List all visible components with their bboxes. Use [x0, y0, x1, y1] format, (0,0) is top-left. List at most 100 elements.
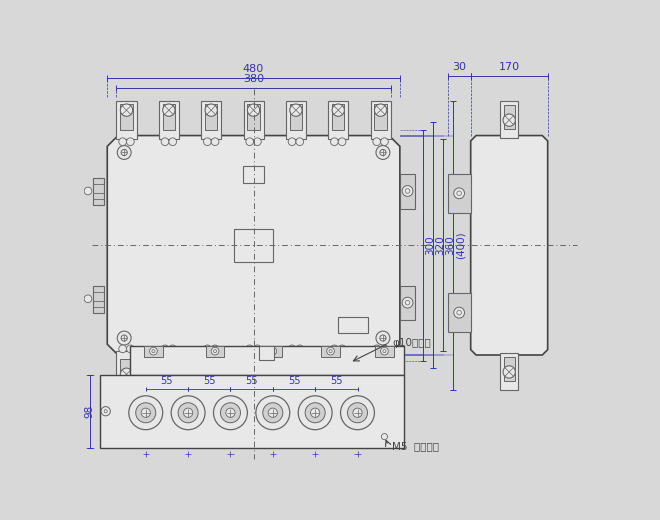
Bar — [120, 104, 133, 130]
Circle shape — [246, 138, 253, 146]
Bar — [259, 346, 275, 360]
Bar — [117, 101, 137, 139]
Bar — [201, 101, 221, 139]
Bar — [400, 174, 415, 209]
Circle shape — [84, 295, 92, 303]
Circle shape — [305, 403, 325, 423]
Circle shape — [169, 345, 176, 353]
Bar — [205, 104, 217, 130]
Circle shape — [127, 345, 134, 353]
Bar — [162, 104, 175, 130]
Circle shape — [332, 104, 345, 116]
Circle shape — [203, 138, 211, 146]
Bar — [131, 346, 404, 375]
Circle shape — [296, 138, 304, 146]
Circle shape — [288, 345, 296, 353]
Circle shape — [331, 345, 338, 353]
Text: 55: 55 — [203, 376, 216, 386]
Text: 55: 55 — [288, 376, 300, 386]
Circle shape — [454, 188, 465, 199]
Circle shape — [332, 368, 345, 381]
Circle shape — [327, 347, 335, 355]
Bar — [374, 104, 387, 130]
Bar — [500, 101, 519, 138]
Circle shape — [117, 331, 131, 345]
Bar — [243, 166, 265, 183]
Circle shape — [205, 104, 217, 116]
Bar — [375, 346, 393, 357]
Bar — [371, 101, 391, 139]
Text: φ10取付穴: φ10取付穴 — [392, 339, 431, 348]
Circle shape — [161, 345, 169, 353]
Bar — [162, 359, 175, 385]
Bar — [286, 101, 306, 139]
Circle shape — [353, 408, 362, 418]
Circle shape — [178, 403, 198, 423]
Polygon shape — [471, 136, 548, 355]
Circle shape — [268, 408, 277, 418]
Bar — [328, 101, 348, 139]
Bar — [447, 174, 471, 213]
Circle shape — [373, 345, 381, 353]
Text: 360: 360 — [446, 236, 455, 255]
Circle shape — [253, 138, 261, 146]
Circle shape — [290, 368, 302, 381]
Circle shape — [338, 138, 346, 146]
Circle shape — [341, 396, 374, 430]
Bar — [206, 346, 224, 357]
Circle shape — [120, 104, 133, 116]
Circle shape — [203, 345, 211, 353]
Bar — [159, 351, 179, 389]
Circle shape — [119, 345, 127, 353]
Circle shape — [117, 146, 131, 160]
Circle shape — [246, 345, 253, 353]
Circle shape — [269, 347, 277, 355]
Bar — [338, 317, 368, 333]
Circle shape — [402, 186, 413, 197]
Bar — [504, 105, 515, 129]
Bar — [500, 353, 519, 389]
Circle shape — [263, 403, 282, 423]
Text: 170: 170 — [498, 62, 520, 72]
Circle shape — [288, 138, 296, 146]
Bar — [286, 351, 306, 389]
Circle shape — [290, 104, 302, 116]
Text: M5  接地端子: M5 接地端子 — [392, 441, 439, 451]
Bar — [374, 359, 387, 385]
Bar — [205, 359, 217, 385]
Circle shape — [376, 331, 390, 345]
Bar — [504, 357, 515, 381]
Circle shape — [136, 403, 156, 423]
Text: 55: 55 — [160, 376, 173, 386]
Circle shape — [454, 307, 465, 318]
Text: 55: 55 — [330, 376, 343, 386]
Circle shape — [101, 407, 110, 416]
Bar — [100, 375, 404, 448]
Bar — [234, 229, 273, 262]
Circle shape — [169, 138, 176, 146]
Circle shape — [205, 368, 217, 381]
Text: 55: 55 — [246, 376, 258, 386]
Circle shape — [374, 104, 387, 116]
Circle shape — [376, 146, 390, 160]
Circle shape — [120, 368, 133, 381]
Bar — [244, 351, 263, 389]
Circle shape — [248, 104, 260, 116]
Circle shape — [171, 396, 205, 430]
Bar — [371, 351, 391, 389]
Circle shape — [381, 345, 388, 353]
Bar — [201, 351, 221, 389]
Bar — [120, 359, 133, 385]
Circle shape — [347, 403, 368, 423]
Circle shape — [127, 138, 134, 146]
Bar — [332, 359, 345, 385]
Circle shape — [129, 396, 162, 430]
Bar — [94, 178, 104, 205]
Circle shape — [381, 138, 388, 146]
Circle shape — [163, 104, 175, 116]
Circle shape — [220, 403, 240, 423]
Bar — [117, 351, 137, 389]
Text: 480: 480 — [243, 64, 264, 74]
Text: 30: 30 — [452, 62, 466, 72]
Bar — [263, 346, 282, 357]
